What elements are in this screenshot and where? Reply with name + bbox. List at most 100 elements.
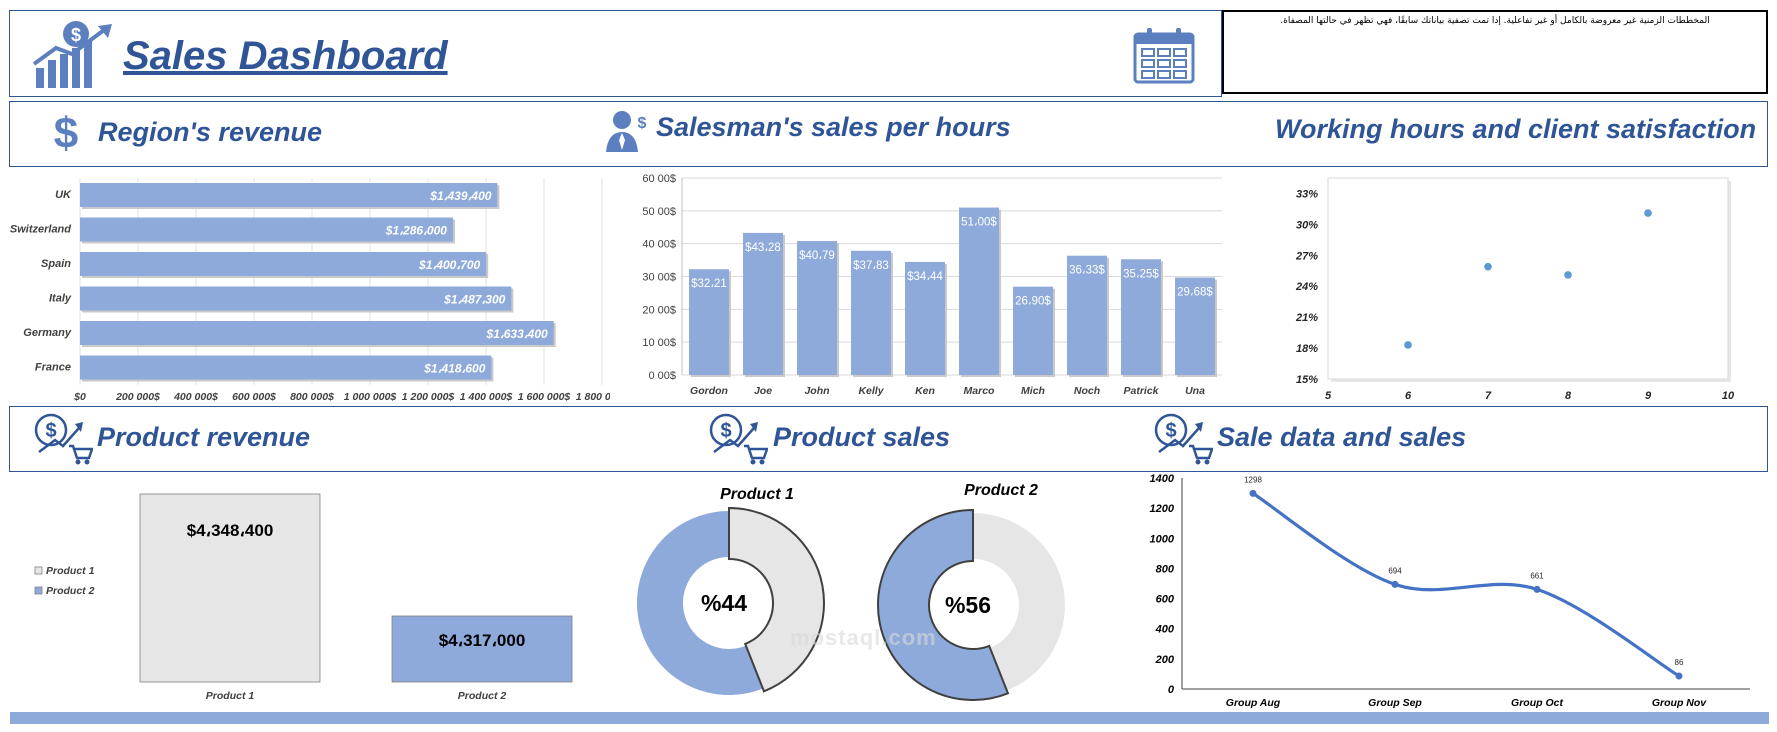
bar <box>851 250 891 375</box>
y-tick-label: 0 <box>1168 684 1175 696</box>
sale-data-heading: Sale data and sales <box>1217 422 1467 452</box>
category-label: Ken <box>915 385 935 397</box>
calendar-icon[interactable] <box>1133 26 1195 84</box>
donut-slice <box>877 508 1010 701</box>
bar <box>905 261 945 375</box>
product-sales-chart: Product 1 %44 Product 2 %56 <box>637 482 1065 701</box>
x-tick-label: 800 000$ <box>290 391 334 403</box>
legend-label: Product 1 <box>46 565 95 577</box>
series-line <box>1252 492 1680 678</box>
category-label: Gordon <box>690 385 728 397</box>
salesman-sales-chart: 0 00$ 10 00$ 20 00$ 30 00$ 40 00$ 50 00$ 60 00… <box>642 173 1222 397</box>
category-label: Group Aug <box>1226 697 1281 709</box>
category-label: France <box>35 362 71 374</box>
data-label: $1،400،700 <box>418 258 480 272</box>
data-label: $43،28 <box>745 242 781 254</box>
data-label: $34،44 <box>907 271 943 283</box>
product-revenue-chart: $4،348،400 Product 1 $4،317،000 Product 2 Pr… <box>34 493 573 702</box>
category-label: Switzerland <box>10 224 71 236</box>
y-tick-label: 20 00$ <box>642 304 676 316</box>
svg-text:$: $ <box>71 25 81 45</box>
x-tick-label: 1 600 000$ <box>518 391 571 403</box>
scatter-point <box>1484 262 1492 271</box>
category-label: Product 2 <box>458 690 507 702</box>
bar <box>1121 259 1161 375</box>
svg-text:$: $ <box>45 420 56 442</box>
y-tick-label: 200 <box>1155 654 1175 666</box>
bar <box>80 355 492 380</box>
y-tick-label: 40 00$ <box>642 239 676 251</box>
data-label: $37،83 <box>853 260 889 272</box>
product-cart-icon: $ <box>34 413 93 465</box>
x-tick-label: 8 <box>1565 390 1572 402</box>
x-tick-label: 10 <box>1722 390 1735 402</box>
bar <box>80 286 512 311</box>
working-hours-chart: 15% 18% 21% 24% 27% 30% 33% 5 6 7 8 9 10 <box>1295 177 1735 402</box>
svg-text:$: $ <box>54 109 78 154</box>
bar <box>1175 277 1215 375</box>
y-tick-label: 21% <box>1295 312 1318 324</box>
category-label: Una <box>1185 385 1205 397</box>
category-label: Italy <box>49 293 72 305</box>
footer-bar <box>10 712 1769 724</box>
category-label: Patrick <box>1123 385 1159 397</box>
line-point <box>1675 672 1683 680</box>
y-tick-label: 1400 <box>1150 473 1175 485</box>
x-tick-label: 200 000$ <box>115 391 160 403</box>
category-label: Mich <box>1021 385 1045 397</box>
x-tick-label: 1 000 000$ <box>344 391 397 403</box>
data-label: $1،633،400 <box>486 327 548 341</box>
data-label: $1،286،000 <box>385 224 447 238</box>
data-label: $32،21 <box>691 278 727 290</box>
y-tick-label: 0 00$ <box>648 370 676 382</box>
y-tick-label: 60 00$ <box>642 173 676 185</box>
donut-title: Product 2 <box>964 482 1038 499</box>
bar <box>80 252 487 276</box>
category-label: Kelly <box>858 385 884 397</box>
x-tick-label: 600 000$ <box>232 391 276 403</box>
x-tick-label: 1 200 000$ <box>402 391 455 403</box>
y-tick-label: 1200 <box>1150 503 1175 515</box>
x-tick-label: 5 <box>1325 390 1332 402</box>
section-row-top <box>9 101 1768 167</box>
data-label: 35،25$ <box>1123 268 1159 280</box>
legend-swatch <box>34 566 43 575</box>
data-label: $1،418،600 <box>423 362 485 376</box>
y-tick-label: 27% <box>1295 250 1318 262</box>
bar <box>959 207 999 375</box>
donut-slice <box>728 506 825 693</box>
data-label: $1،487،300 <box>443 293 505 307</box>
y-tick-label: 18% <box>1296 343 1318 355</box>
svg-text:$: $ <box>1165 420 1176 442</box>
bar <box>743 232 783 375</box>
category-label: Spain <box>41 258 71 270</box>
x-tick-label: 7 <box>1485 390 1492 402</box>
x-tick-label: $0 <box>73 391 86 403</box>
data-label: 29،68$ <box>1177 287 1213 299</box>
y-tick-label: 600 <box>1156 594 1175 606</box>
bar <box>689 269 729 375</box>
category-label: John <box>804 385 829 397</box>
product-revenue-heading: Product revenue <box>97 422 311 452</box>
page-title: Sales Dashboard <box>123 34 448 78</box>
legend-swatch <box>34 586 43 595</box>
working-hours-heading: Working hours and client satisfaction <box>1275 114 1757 144</box>
region-revenue-heading: Region's revenue <box>98 117 322 147</box>
data-label: 694 <box>1388 566 1402 575</box>
plot-area <box>1327 177 1729 380</box>
category-label: Group Nov <box>1652 697 1707 709</box>
bar <box>80 321 554 345</box>
x-tick-label: 6 <box>1405 390 1412 402</box>
product-sales-heading: Product sales <box>773 422 951 452</box>
y-tick-label: 15% <box>1296 374 1318 386</box>
line-point <box>1249 489 1257 497</box>
bar <box>80 183 498 207</box>
svg-text:$: $ <box>638 115 647 132</box>
donut-label: %56 <box>945 592 991 618</box>
category-label: Marco <box>964 385 996 397</box>
category-label: Group Sep <box>1368 697 1422 709</box>
category-label: UK <box>55 189 72 201</box>
y-tick-label: 10 00$ <box>642 337 676 349</box>
sale-data-chart: 0 200 400 600 800 1000 1200 1400 1298 Group Aug 69… <box>1150 473 1750 709</box>
region-revenue-chart: $0 200 000$ 400 000$ 600 000$ 800 000$ 1 000 … <box>10 178 610 403</box>
